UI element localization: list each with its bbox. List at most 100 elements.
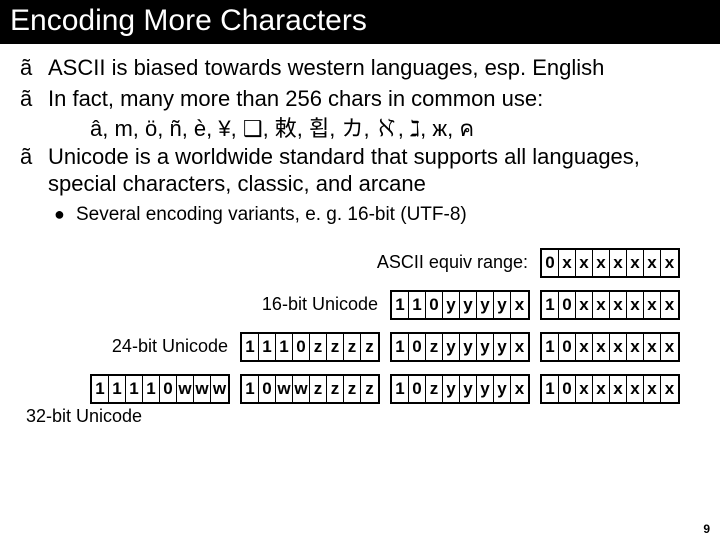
bit-cell: z (310, 376, 327, 402)
byte-box: 10zyyyyx (390, 374, 530, 404)
bit-cell: x (593, 292, 610, 318)
bit-cell: y (443, 292, 460, 318)
bit-cell: 0 (559, 376, 576, 402)
bit-cell: w (276, 376, 293, 402)
slide-content: ã ASCII is biased towards western langua… (0, 44, 720, 427)
byte-box: 10xxxxxx (540, 374, 680, 404)
bit-cell: x (644, 334, 661, 360)
bullet-2-text: In fact, many more than 256 chars in com… (48, 85, 543, 113)
bit-cell: 1 (259, 334, 276, 360)
bullet-1: ã ASCII is biased towards western langua… (20, 54, 700, 83)
bit-cell: x (661, 334, 678, 360)
bit-cell: x (661, 376, 678, 402)
bit-cell: x (644, 250, 661, 276)
diagram-row: 11110www10wwzzzz10zyyyyx10xxxxxx (20, 374, 700, 404)
diagram-row: 16-bit Unicode 110yyyyx 10xxxxxx (20, 290, 700, 320)
bit-cell: z (327, 376, 344, 402)
bit-cell: z (344, 334, 361, 360)
byte-box: 10xxxxxx (540, 332, 680, 362)
bit-cell: y (494, 334, 511, 360)
bit-cell: 0 (409, 334, 426, 360)
bit-cell: 0 (259, 376, 276, 402)
bit-cell: z (310, 334, 327, 360)
bit-cell: 0 (160, 376, 177, 402)
bit-cell: x (627, 376, 644, 402)
bit-cell: 1 (276, 334, 293, 360)
bit-cell: 0 (409, 376, 426, 402)
bit-cell: x (610, 376, 627, 402)
bullet-1-text: ASCII is biased towards western language… (48, 54, 604, 82)
bit-cell: 0 (542, 250, 559, 276)
sub-bullet-1-text: Several encoding variants, e. g. 16-bit … (76, 204, 467, 226)
bit-cell: 0 (293, 334, 310, 360)
diagram-label: 24-bit Unicode (112, 336, 228, 357)
bit-cell: x (644, 376, 661, 402)
bit-cell: x (661, 292, 678, 318)
bit-cell: z (327, 334, 344, 360)
bit-cell: y (477, 292, 494, 318)
sub-bullet-glyph: ● (54, 204, 76, 225)
bit-cell: z (426, 334, 443, 360)
byte-box: 0xxxxxxx (540, 248, 680, 278)
bit-cell: 0 (559, 292, 576, 318)
bit-cell: x (627, 250, 644, 276)
bit-cell: y (477, 376, 494, 402)
byte-box: 110yyyyx (390, 290, 530, 320)
bit-cell: x (610, 334, 627, 360)
bit-cell: 1 (242, 376, 259, 402)
bit-cell: 1 (392, 292, 409, 318)
bit-cell: y (460, 334, 477, 360)
utf8-diagram: ASCII equiv range:0xxxxxxx16-bit Unicode… (20, 248, 700, 427)
bit-cell: 1 (542, 376, 559, 402)
bit-cell: y (494, 292, 511, 318)
bit-cell: x (593, 376, 610, 402)
bit-cell: w (194, 376, 211, 402)
title-bar: Encoding More Characters (0, 0, 720, 44)
bit-cell: x (576, 250, 593, 276)
bit-cell: z (344, 376, 361, 402)
page-number: 9 (703, 522, 710, 536)
bit-cell: x (576, 292, 593, 318)
bullet-glyph: ã (20, 143, 48, 172)
bit-cell: x (661, 250, 678, 276)
bit-cell: w (177, 376, 194, 402)
byte-box: 10wwzzzz (240, 374, 380, 404)
bit-cell: x (610, 250, 627, 276)
byte-box: 10zyyyyx (390, 332, 530, 362)
bit-cell: x (593, 334, 610, 360)
bit-cell: z (426, 376, 443, 402)
byte-box: 1110zzzz (240, 332, 380, 362)
byte-box: 11110www (90, 374, 230, 404)
bit-cell: 1 (126, 376, 143, 402)
bit-cell: x (511, 334, 528, 360)
bit-cell: y (443, 376, 460, 402)
bit-cell: 1 (242, 334, 259, 360)
slide-title: Encoding More Characters (10, 4, 710, 38)
bit-cell: x (576, 334, 593, 360)
bit-cell: 1 (542, 334, 559, 360)
diagram-label: 32-bit Unicode (26, 406, 700, 427)
diagram-label: 16-bit Unicode (262, 294, 378, 315)
bit-cell: 1 (392, 334, 409, 360)
bit-cell: x (576, 376, 593, 402)
bullet-2: ã In fact, many more than 256 chars in c… (20, 85, 700, 114)
bit-cell: x (627, 292, 644, 318)
char-examples: â, m, ö, ñ, è, ¥, ❑, 敕, 횝, カ, ℵ, ℷ, ж, ค (90, 115, 700, 143)
diagram-row: 24-bit Unicode1110zzzz10zyyyyx10xxxxxx (20, 332, 700, 362)
bit-cell: 0 (426, 292, 443, 318)
bit-cell: y (494, 376, 511, 402)
bit-cell: x (593, 250, 610, 276)
bit-cell: w (293, 376, 310, 402)
bit-cell: z (361, 376, 378, 402)
bit-cell: 1 (92, 376, 109, 402)
bit-cell: x (644, 292, 661, 318)
bit-cell: w (211, 376, 228, 402)
bit-cell: y (477, 334, 494, 360)
sub-bullet-1: ● Several encoding variants, e. g. 16-bi… (54, 204, 700, 226)
bullet-3-text: Unicode is a worldwide standard that sup… (48, 143, 700, 198)
byte-box: 10xxxxxx (540, 290, 680, 320)
bit-cell: 1 (392, 376, 409, 402)
bit-cell: y (460, 292, 477, 318)
bit-cell: 0 (559, 334, 576, 360)
bullet-3: ã Unicode is a worldwide standard that s… (20, 143, 700, 198)
